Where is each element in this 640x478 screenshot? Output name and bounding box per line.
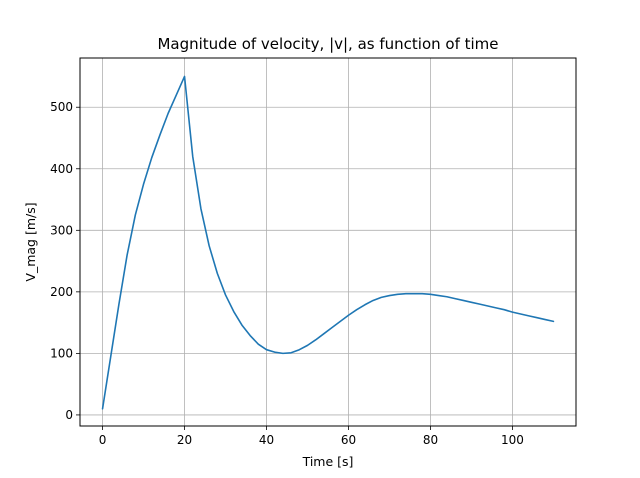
x-tick-label: 20 bbox=[177, 433, 192, 447]
y-axis-label: V_mag [m/s] bbox=[23, 202, 38, 281]
y-tick-label: 100 bbox=[50, 346, 73, 360]
grid-lines bbox=[80, 58, 576, 426]
y-tick-label: 400 bbox=[50, 162, 73, 176]
y-tick-label: 0 bbox=[65, 408, 73, 422]
y-tick-label: 500 bbox=[50, 100, 73, 114]
axes-frame bbox=[79, 57, 577, 427]
x-tick-label: 40 bbox=[259, 433, 274, 447]
velocity-series-line bbox=[101, 75, 555, 410]
chart-title: Magnitude of velocity, |v|, as function … bbox=[157, 35, 498, 53]
y-tick-label: 300 bbox=[50, 223, 73, 237]
x-tick-label: 0 bbox=[99, 433, 107, 447]
x-tick-label: 100 bbox=[501, 433, 524, 447]
y-tick-label: 200 bbox=[50, 285, 73, 299]
axis-ticks: 0 20 40 60 80 100 0 100 200 300 400 500 bbox=[50, 100, 524, 447]
plot-series bbox=[101, 75, 555, 410]
x-axis-label: Time [s] bbox=[302, 454, 354, 469]
x-tick-label: 80 bbox=[423, 433, 438, 447]
x-tick-label: 60 bbox=[341, 433, 356, 447]
